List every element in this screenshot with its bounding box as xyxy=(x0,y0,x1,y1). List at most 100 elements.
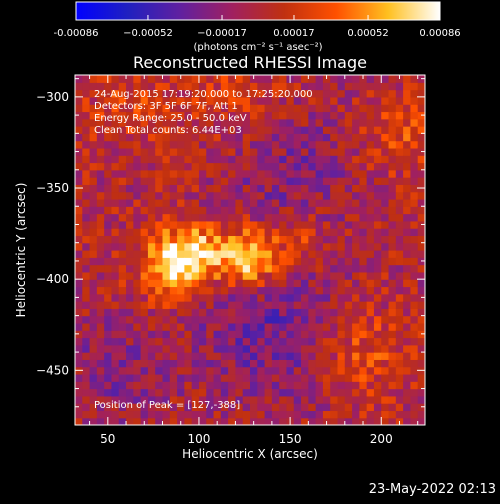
heatmap-cell xyxy=(96,308,105,317)
heatmap-cell xyxy=(417,140,425,149)
heatmap-cell xyxy=(104,352,113,360)
heatmap-cell xyxy=(388,82,397,91)
heatmap-cell xyxy=(293,155,302,164)
heatmap-cell xyxy=(308,75,317,83)
heatmap-cell xyxy=(82,228,91,237)
heatmap-cell xyxy=(104,140,113,149)
heatmap-cell xyxy=(344,126,353,134)
heatmap-cell xyxy=(111,257,120,266)
x-axis-label: Heliocentric X (arcsec) xyxy=(182,447,318,461)
heatmap-cell xyxy=(82,118,91,127)
heatmap-cell xyxy=(264,359,273,368)
heatmap-cell xyxy=(111,235,120,244)
heatmap-cell xyxy=(162,89,171,98)
heatmap-cell xyxy=(235,198,244,207)
heatmap-cell xyxy=(410,344,419,353)
heatmap-cell xyxy=(235,352,244,360)
heatmap-cell xyxy=(104,126,113,134)
heatmap-cell xyxy=(286,250,295,258)
heatmap-cell xyxy=(293,242,302,251)
heatmap-cell xyxy=(257,395,266,404)
heatmap-cell xyxy=(177,403,185,412)
heatmap-cell xyxy=(147,220,156,229)
heatmap-cell xyxy=(293,75,302,83)
heatmap-cell xyxy=(410,271,419,280)
heatmap-cell xyxy=(395,366,404,375)
heatmap-cell xyxy=(286,198,295,207)
heatmap-cell xyxy=(330,315,339,324)
heatmap-cell xyxy=(235,308,244,317)
heatmap-cell xyxy=(184,337,193,346)
heatmap-cell xyxy=(417,315,425,324)
heatmap-cell xyxy=(111,250,120,258)
heatmap-cell xyxy=(104,242,113,251)
heatmap-cell xyxy=(147,330,156,339)
heatmap-cell xyxy=(206,264,215,273)
heatmap-cell xyxy=(169,308,178,317)
heatmap-cell xyxy=(220,308,229,317)
heatmap-cell xyxy=(271,96,280,105)
heatmap-cell xyxy=(104,206,113,215)
heatmap-cell xyxy=(118,133,127,142)
heatmap-cell xyxy=(271,337,280,346)
heatmap-cell xyxy=(352,293,360,302)
heatmap-cell xyxy=(264,388,273,397)
heatmap-cell xyxy=(301,191,309,200)
heatmap-cell xyxy=(133,191,142,200)
heatmap-cell xyxy=(191,75,200,83)
heatmap-cell xyxy=(352,162,360,171)
heatmap-cell xyxy=(417,271,425,280)
heatmap-cell xyxy=(264,352,273,360)
heatmap-cell xyxy=(126,147,134,156)
heatmap-cell xyxy=(82,388,91,397)
heatmap-cell xyxy=(337,301,346,309)
heatmap-cell xyxy=(104,89,113,98)
heatmap-cell xyxy=(308,250,317,258)
heatmap-cell xyxy=(352,315,360,324)
heatmap-cell xyxy=(381,322,390,331)
heatmap-cell xyxy=(271,293,280,302)
heatmap-cell xyxy=(410,330,419,339)
heatmap-cell xyxy=(271,235,280,244)
heatmap-cell xyxy=(213,169,222,178)
heatmap-cell xyxy=(82,366,91,375)
heatmap-cell xyxy=(140,257,149,266)
heatmap-cell xyxy=(82,162,91,171)
heatmap-cell xyxy=(395,250,404,258)
heatmap-cell xyxy=(126,352,134,360)
heatmap-cell xyxy=(352,359,360,368)
heatmap-cell xyxy=(279,126,288,134)
heatmap-cell xyxy=(250,301,258,309)
heatmap-cell xyxy=(271,373,280,382)
heatmap-cell xyxy=(96,213,105,222)
heatmap-cell xyxy=(395,344,404,353)
heatmap-cell xyxy=(133,286,142,295)
heatmap-cell xyxy=(235,155,244,164)
heatmap-cell xyxy=(301,257,309,266)
heatmap-cell xyxy=(235,403,244,412)
heatmap-cell xyxy=(177,228,185,237)
heatmap-cell xyxy=(82,220,91,229)
heatmap-cell xyxy=(286,359,295,368)
heatmap-cell xyxy=(118,228,127,237)
heatmap-cell xyxy=(104,366,113,375)
heatmap-cell xyxy=(89,271,98,280)
heatmap-cell xyxy=(301,228,309,237)
heatmap-cell xyxy=(395,213,404,222)
heatmap-cell xyxy=(308,126,317,134)
heatmap-cell xyxy=(220,279,229,288)
heatmap-cell xyxy=(140,118,149,127)
heatmap-cell xyxy=(271,359,280,368)
heatmap-cell xyxy=(352,250,360,258)
heatmap-cell xyxy=(330,126,339,134)
heatmap-cell xyxy=(373,373,382,382)
heatmap-cell xyxy=(228,96,237,105)
heatmap-cell xyxy=(395,169,404,178)
heatmap-cell xyxy=(169,177,178,185)
heatmap-cell xyxy=(206,417,215,425)
heatmap-cell xyxy=(366,242,375,251)
heatmap-cell xyxy=(82,271,91,280)
heatmap-cell xyxy=(133,403,142,412)
heatmap-cell xyxy=(198,96,207,105)
heatmap-cell xyxy=(155,330,164,339)
